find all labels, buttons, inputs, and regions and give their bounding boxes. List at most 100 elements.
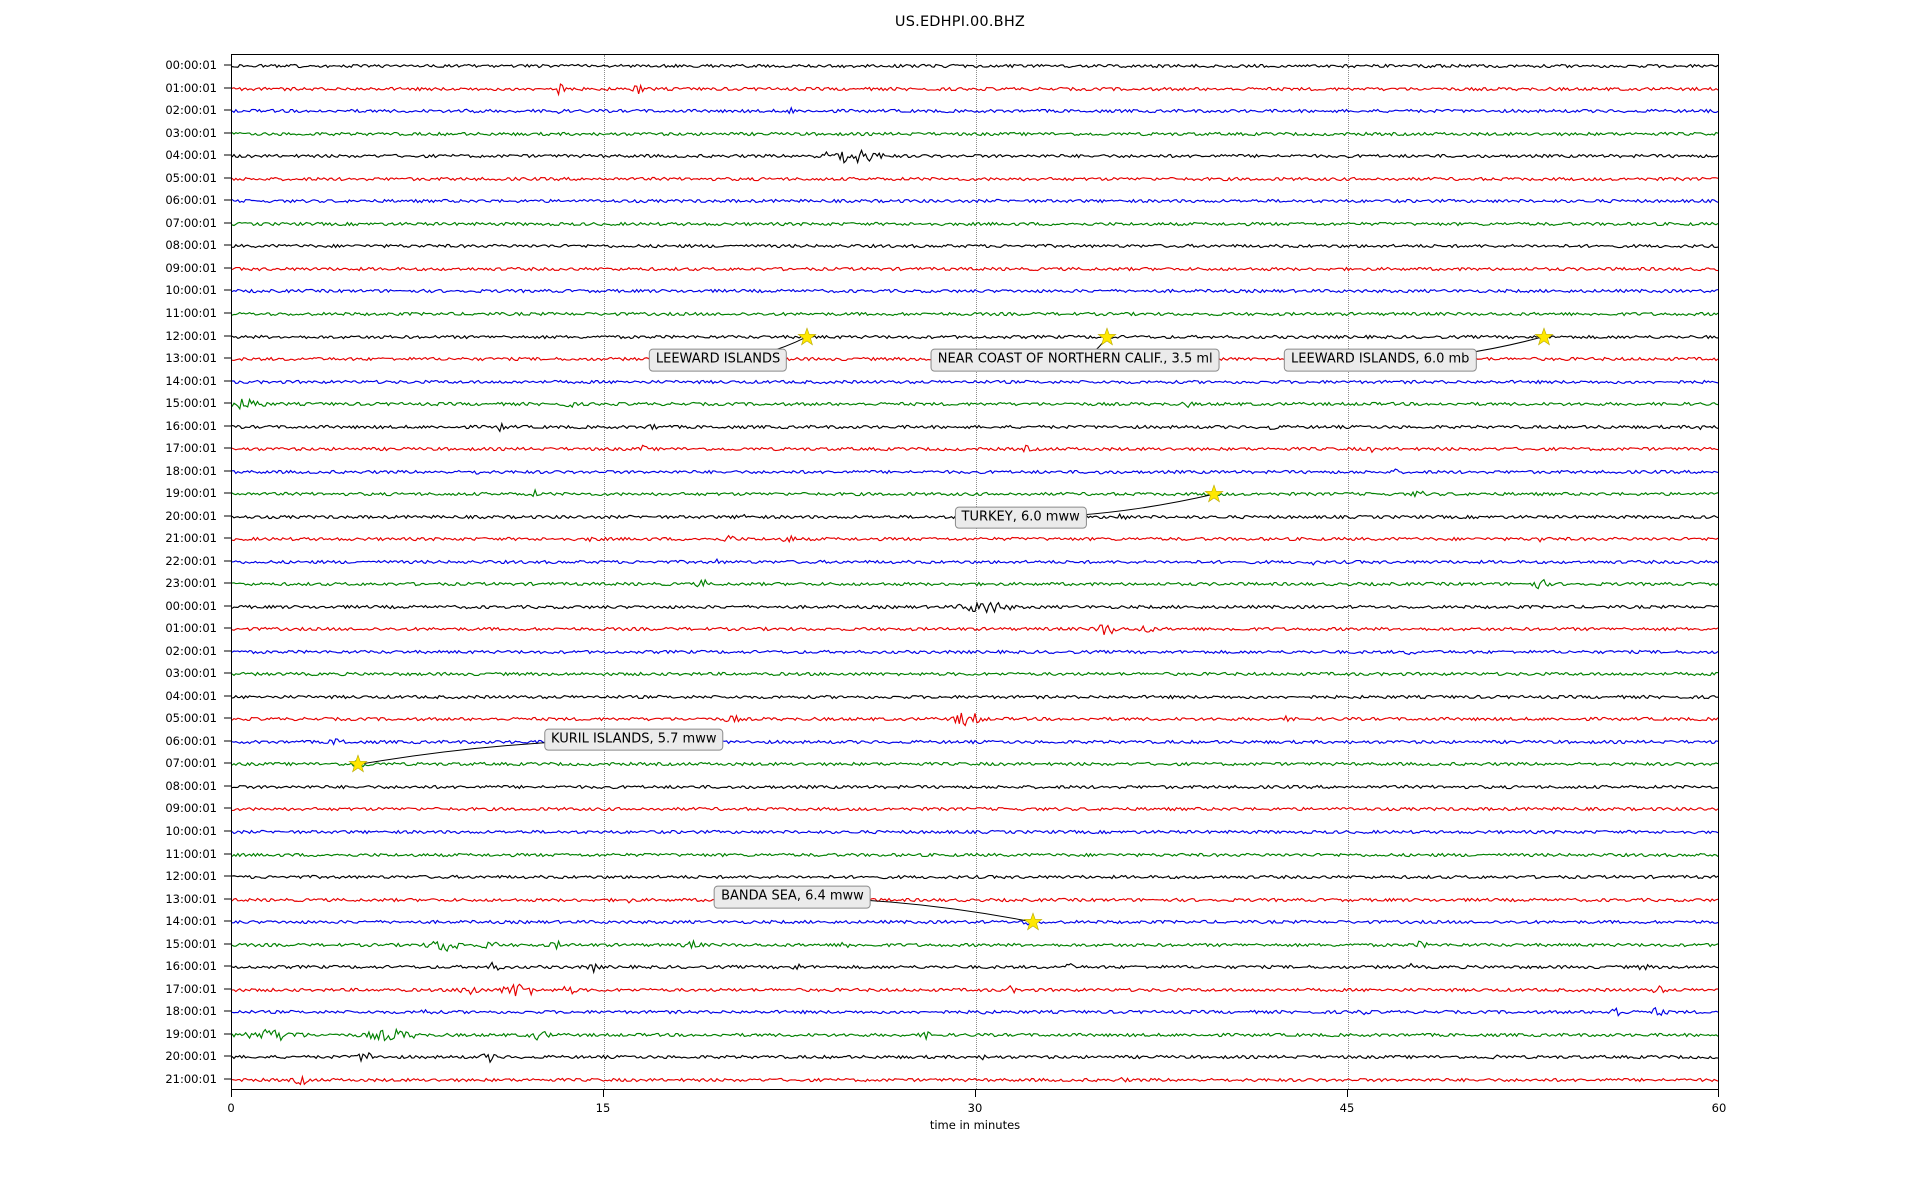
y-tick-mark xyxy=(224,875,231,877)
y-tick-label: 16:00:01 xyxy=(165,418,217,433)
y-tick-label: 08:00:01 xyxy=(165,778,217,793)
x-tick-mark xyxy=(231,1090,232,1097)
y-tick-mark xyxy=(224,695,231,697)
y-tick-mark xyxy=(224,380,231,382)
y-tick-label: 21:00:01 xyxy=(165,531,217,546)
y-tick-mark xyxy=(224,740,231,742)
y-tick-mark xyxy=(224,109,231,111)
seismic-trace xyxy=(232,233,1718,259)
y-tick-mark xyxy=(224,267,231,269)
event-star-icon[interactable] xyxy=(1534,326,1554,346)
y-tick-label: 00:00:01 xyxy=(165,598,217,613)
seismic-trace xyxy=(232,661,1718,687)
y-tick-label: 21:00:01 xyxy=(165,1071,217,1086)
y-tick-mark xyxy=(224,132,231,134)
y-tick-mark xyxy=(224,199,231,201)
y-tick-mark xyxy=(224,312,231,314)
seismic-trace xyxy=(232,594,1718,620)
y-tick-label: 19:00:01 xyxy=(165,1026,217,1041)
y-tick-label: 03:00:01 xyxy=(165,666,217,681)
seismic-trace xyxy=(232,1022,1718,1048)
event-label[interactable]: NEAR COAST OF NORTHERN CALIF., 3.5 ml xyxy=(930,348,1220,372)
seismic-trace xyxy=(232,639,1718,665)
y-tick-mark xyxy=(224,244,231,246)
seismic-trace xyxy=(232,369,1718,395)
y-tick-mark xyxy=(224,425,231,427)
event-star-icon[interactable] xyxy=(797,326,817,346)
seismic-trace xyxy=(232,98,1718,124)
y-tick-mark xyxy=(224,650,231,652)
event-label[interactable]: BANDA SEA, 6.4 mww xyxy=(714,885,871,909)
seismic-trace xyxy=(232,391,1718,417)
event-star-icon[interactable] xyxy=(1023,912,1043,932)
event-label[interactable]: LEEWARD ISLANDS xyxy=(648,348,788,372)
seismic-trace xyxy=(232,774,1718,800)
seismic-trace xyxy=(232,324,1718,350)
y-tick-mark xyxy=(224,154,231,156)
grid-line xyxy=(604,55,606,1089)
y-tick-label: 10:00:01 xyxy=(165,283,217,298)
event-label[interactable]: KURIL ISLANDS, 5.7 mww xyxy=(544,728,724,751)
x-tick-mark xyxy=(1718,1090,1719,1097)
y-tick-mark xyxy=(224,898,231,900)
seismic-trace xyxy=(232,932,1718,958)
seismic-trace xyxy=(232,481,1718,507)
y-tick-mark xyxy=(224,717,231,719)
y-tick-mark xyxy=(224,177,231,179)
y-tick-mark xyxy=(224,1033,231,1035)
seismic-trace xyxy=(232,301,1718,327)
seismic-trace xyxy=(232,571,1718,597)
event-label[interactable]: LEEWARD ISLANDS, 6.0 mb xyxy=(1284,348,1477,372)
y-tick-label: 22:00:01 xyxy=(165,553,217,568)
y-tick-label: 13:00:01 xyxy=(165,351,217,366)
y-tick-label: 15:00:01 xyxy=(165,396,217,411)
seismic-trace xyxy=(232,76,1718,102)
y-tick-label: 20:00:01 xyxy=(165,508,217,523)
y-tick-mark xyxy=(224,1078,231,1080)
event-label[interactable]: TURKEY, 6.0 mww xyxy=(954,506,1087,530)
seismic-trace xyxy=(232,1067,1718,1089)
x-tick-mark xyxy=(1347,1090,1348,1097)
y-tick-mark xyxy=(224,627,231,629)
y-tick-label: 16:00:01 xyxy=(165,959,217,974)
y-tick-mark xyxy=(224,87,231,89)
plot-area: LEEWARD ISLANDS NEAR COAST OF NORTHERN CA… xyxy=(231,54,1719,1090)
y-tick-label: 09:00:01 xyxy=(165,801,217,816)
x-tick-label: 45 xyxy=(1339,1101,1355,1115)
y-tick-mark xyxy=(224,64,231,66)
y-tick-label: 18:00:01 xyxy=(165,1004,217,1019)
seismic-trace xyxy=(232,414,1718,440)
event-star-icon[interactable] xyxy=(348,754,369,774)
seismic-trace xyxy=(232,256,1718,282)
y-tick-mark xyxy=(224,402,231,404)
y-tick-mark xyxy=(224,515,231,517)
x-tick-mark xyxy=(603,1090,604,1097)
seismic-trace xyxy=(232,977,1718,1003)
y-tick-label: 07:00:01 xyxy=(165,756,217,771)
seismic-trace xyxy=(232,121,1718,147)
y-tick-label: 18:00:01 xyxy=(165,463,217,478)
y-tick-mark xyxy=(224,1055,231,1057)
y-tick-label: 06:00:01 xyxy=(165,193,217,208)
y-tick-label: 17:00:01 xyxy=(165,441,217,456)
page-title: US.EDHPI.00.BHZ xyxy=(894,14,1026,30)
y-tick-mark xyxy=(224,605,231,607)
y-tick-label: 01:00:01 xyxy=(165,80,217,95)
y-tick-label: 04:00:01 xyxy=(165,148,217,163)
y-tick-label: 20:00:01 xyxy=(165,1049,217,1064)
x-tick-label: 15 xyxy=(595,1101,611,1115)
y-tick-label: 19:00:01 xyxy=(165,486,217,501)
seismic-trace xyxy=(232,819,1718,845)
y-tick-label: 04:00:01 xyxy=(165,688,217,703)
y-tick-label: 23:00:01 xyxy=(165,576,217,591)
seismic-trace xyxy=(232,55,1718,79)
seismic-trace xyxy=(232,278,1718,304)
y-tick-label: 00:00:01 xyxy=(165,58,217,73)
y-tick-label: 15:00:01 xyxy=(165,936,217,951)
y-tick-mark xyxy=(224,357,231,359)
y-tick-mark xyxy=(224,785,231,787)
event-star-icon[interactable] xyxy=(1097,326,1118,346)
y-tick-mark xyxy=(224,582,231,584)
y-tick-mark xyxy=(224,289,231,291)
event-star-icon[interactable] xyxy=(1204,484,1224,504)
